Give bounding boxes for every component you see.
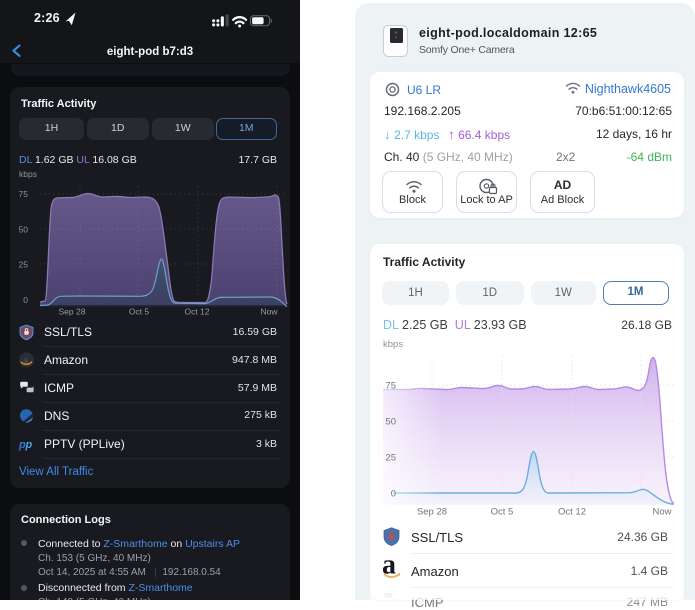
svg-text:p: p — [25, 439, 33, 451]
svg-text:75: 75 — [385, 381, 396, 392]
svg-text:0: 0 — [391, 489, 396, 500]
svg-text:Oct 5: Oct 5 — [491, 507, 514, 518]
svg-text:0: 0 — [23, 295, 28, 305]
svg-text:eight-pod b7:d3: eight-pod b7:d3 — [107, 46, 193, 58]
svg-text:50: 50 — [385, 417, 396, 428]
svg-text:Now: Now — [652, 507, 671, 518]
svg-text:Sep 28: Sep 28 — [417, 507, 447, 518]
svg-text:a: a — [383, 550, 396, 581]
svg-text:25: 25 — [385, 453, 396, 464]
svg-text:50: 50 — [19, 225, 29, 235]
svg-text:75: 75 — [19, 189, 29, 199]
svg-text:Oct 5: Oct 5 — [129, 307, 150, 317]
svg-text:Now: Now — [260, 307, 278, 317]
svg-text:Oct 12: Oct 12 — [558, 507, 586, 518]
svg-text:Oct 12: Oct 12 — [184, 307, 209, 317]
svg-text:Sep 28: Sep 28 — [59, 307, 86, 317]
svg-text:25: 25 — [19, 260, 29, 270]
svg-text:p: p — [18, 439, 26, 451]
svg-text:a: a — [23, 356, 28, 367]
